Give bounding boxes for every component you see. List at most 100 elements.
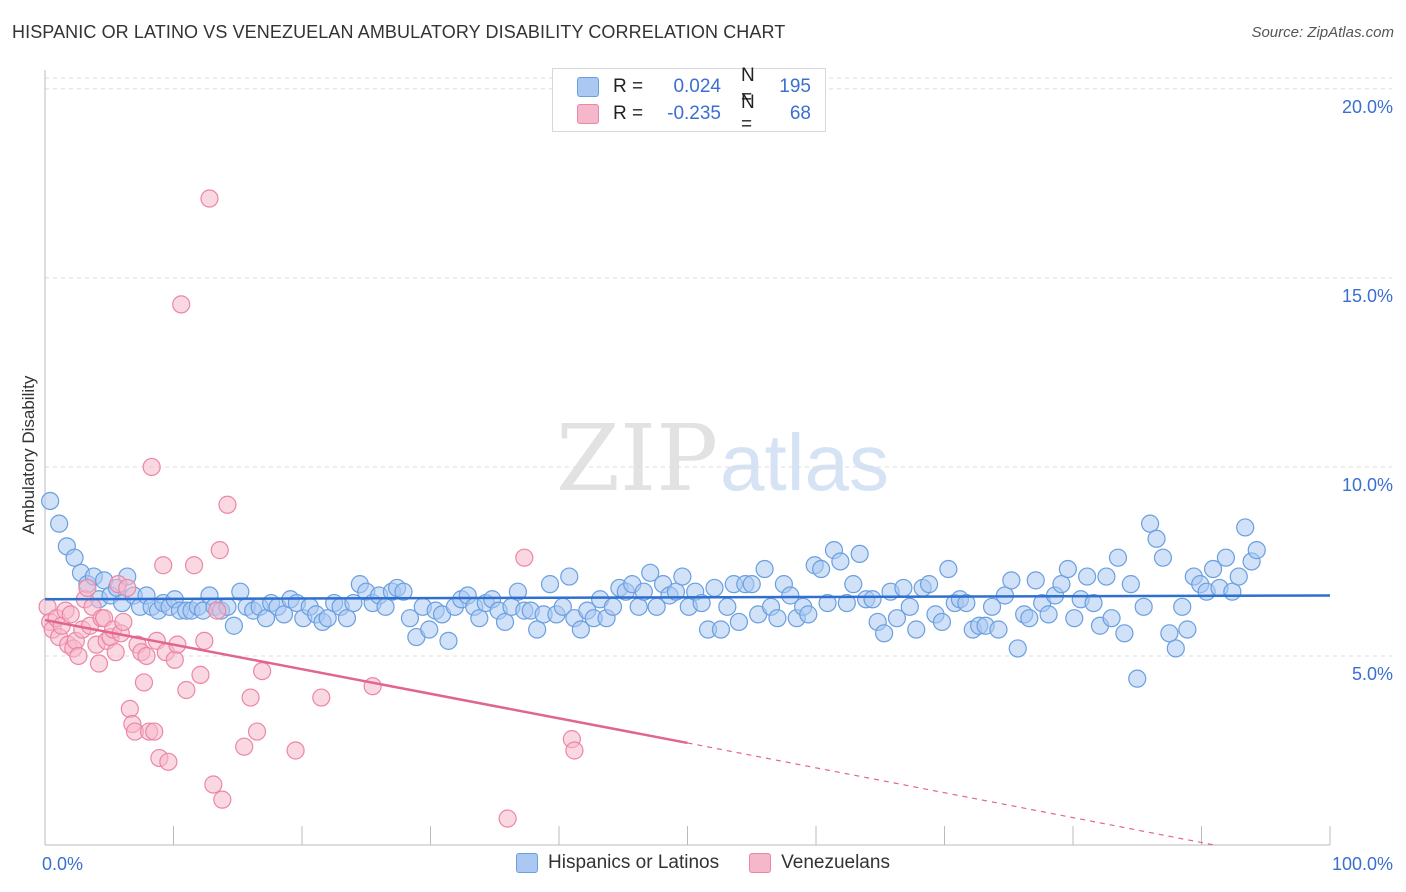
x-tick-label-max: 100.0%	[1332, 854, 1393, 874]
y-axis-label: Ambulatory Disability	[19, 375, 38, 534]
point-hispanic	[1039, 605, 1058, 624]
legend-r-value: -0.235	[667, 103, 721, 124]
point-hispanic	[1147, 529, 1166, 548]
point-hispanic	[1203, 559, 1223, 579]
point-venezuelan	[210, 541, 229, 560]
legend-label: Venezuelans	[781, 852, 890, 873]
trend-lines	[44, 594, 1331, 846]
watermark-zip: ZIP	[556, 405, 718, 512]
point-hispanic	[41, 491, 60, 511]
point-hispanic	[1160, 624, 1179, 643]
point-hispanic	[863, 590, 882, 609]
point-hispanic	[939, 559, 958, 579]
point-hispanic	[957, 593, 976, 613]
point-hispanic	[1097, 567, 1116, 586]
point-hispanic	[1216, 548, 1236, 567]
point-hispanic	[1223, 582, 1242, 601]
point-venezuelan	[61, 605, 80, 624]
trend-line-venezuelans-extrapolated	[687, 742, 1215, 846]
series-legend: Hispanics or Latinos Venezuelans	[0, 852, 1406, 874]
point-hispanic	[318, 609, 337, 628]
point-venezuelan	[253, 661, 272, 681]
point-hispanic	[718, 597, 737, 616]
point-hispanic	[439, 631, 458, 650]
y-tick-labels: 5.0% 10.0% 15.0% 20.0%	[1342, 97, 1393, 684]
point-venezuelan	[184, 556, 204, 575]
point-venezuelan	[154, 556, 173, 575]
y-tick-label: 15.0%	[1342, 286, 1393, 306]
chart-title: HISPANIC OR LATINO VS VENEZUELAN AMBULAT…	[12, 22, 786, 42]
point-hispanic	[1002, 571, 1021, 590]
legend-r-label: R =	[613, 103, 644, 124]
point-venezuelan	[195, 631, 214, 650]
point-hispanic	[729, 612, 749, 632]
point-hispanic	[837, 593, 856, 613]
point-venezuelan	[120, 699, 139, 719]
legend-n-value: 195	[779, 76, 811, 97]
point-hispanic	[560, 567, 579, 586]
legend-swatch-pink	[577, 104, 599, 124]
y-tick-label: 20.0%	[1342, 97, 1393, 117]
point-venezuelan	[177, 680, 196, 700]
point-venezuelan	[145, 722, 164, 741]
point-hispanic	[376, 597, 395, 616]
point-venezuelan	[204, 775, 223, 794]
point-hispanic	[799, 605, 818, 624]
watermark: ZIP atlas	[556, 405, 889, 512]
point-hispanic	[394, 582, 413, 601]
legend-item-hispanics[interactable]: Hispanics or Latinos	[516, 852, 719, 874]
point-hispanic	[742, 575, 761, 594]
point-venezuelan	[134, 673, 154, 692]
point-hispanic	[989, 620, 1008, 639]
point-venezuelan	[235, 737, 254, 756]
legend-n-value: 68	[789, 103, 811, 124]
point-hispanic	[1078, 567, 1097, 586]
point-hispanic	[875, 624, 894, 643]
point-venezuelan	[498, 809, 517, 828]
point-venezuelan	[200, 189, 219, 208]
point-venezuelan	[363, 677, 382, 696]
legend-r-value: 0.024	[673, 76, 721, 97]
point-venezuelan	[69, 646, 88, 666]
point-venezuelan	[312, 688, 331, 707]
point-hispanic	[224, 616, 243, 635]
point-hispanic	[641, 563, 660, 582]
legend-r-label: R =	[613, 76, 644, 97]
point-hispanic	[1026, 571, 1045, 590]
legend-swatch-blue	[577, 77, 599, 97]
point-venezuelan	[114, 612, 133, 632]
point-hispanic	[1058, 559, 1077, 579]
x-tick-label-min: 0.0%	[42, 854, 83, 874]
series-hispanics-points	[41, 491, 1266, 688]
point-hispanic	[540, 575, 560, 594]
legend-item-venezuelans[interactable]: Venezuelans	[749, 852, 890, 874]
axes	[44, 70, 1331, 846]
source-label: Source: ZipAtlas.com	[1251, 24, 1394, 41]
point-venezuelan	[137, 646, 156, 666]
point-hispanic	[666, 582, 686, 601]
point-hispanic	[711, 620, 731, 639]
point-venezuelan	[78, 578, 97, 598]
point-hispanic	[812, 559, 831, 579]
point-hispanic	[982, 597, 1002, 616]
point-hispanic	[900, 597, 919, 616]
legend-row-hispanics: R = 0.024 N = 195	[577, 65, 811, 108]
point-hispanic	[528, 620, 547, 639]
point-hispanic	[274, 605, 294, 624]
legend-row-venezuelans: R = -0.235 N = 68	[577, 92, 811, 135]
point-hispanic	[932, 612, 952, 632]
point-hispanic	[1084, 593, 1103, 613]
legend-swatch-blue	[516, 853, 539, 873]
point-hispanic	[1236, 518, 1255, 537]
trend-line-venezuelans	[44, 618, 688, 745]
point-hispanic	[1108, 548, 1128, 567]
legend-n-label: N =	[741, 65, 755, 108]
point-hispanic	[831, 552, 850, 571]
series-venezuelans-points	[38, 189, 584, 828]
point-hispanic	[768, 609, 787, 628]
point-hispanic	[1121, 575, 1140, 594]
point-venezuelan	[247, 722, 267, 741]
point-hispanic	[65, 548, 84, 567]
point-venezuelan	[515, 548, 534, 567]
